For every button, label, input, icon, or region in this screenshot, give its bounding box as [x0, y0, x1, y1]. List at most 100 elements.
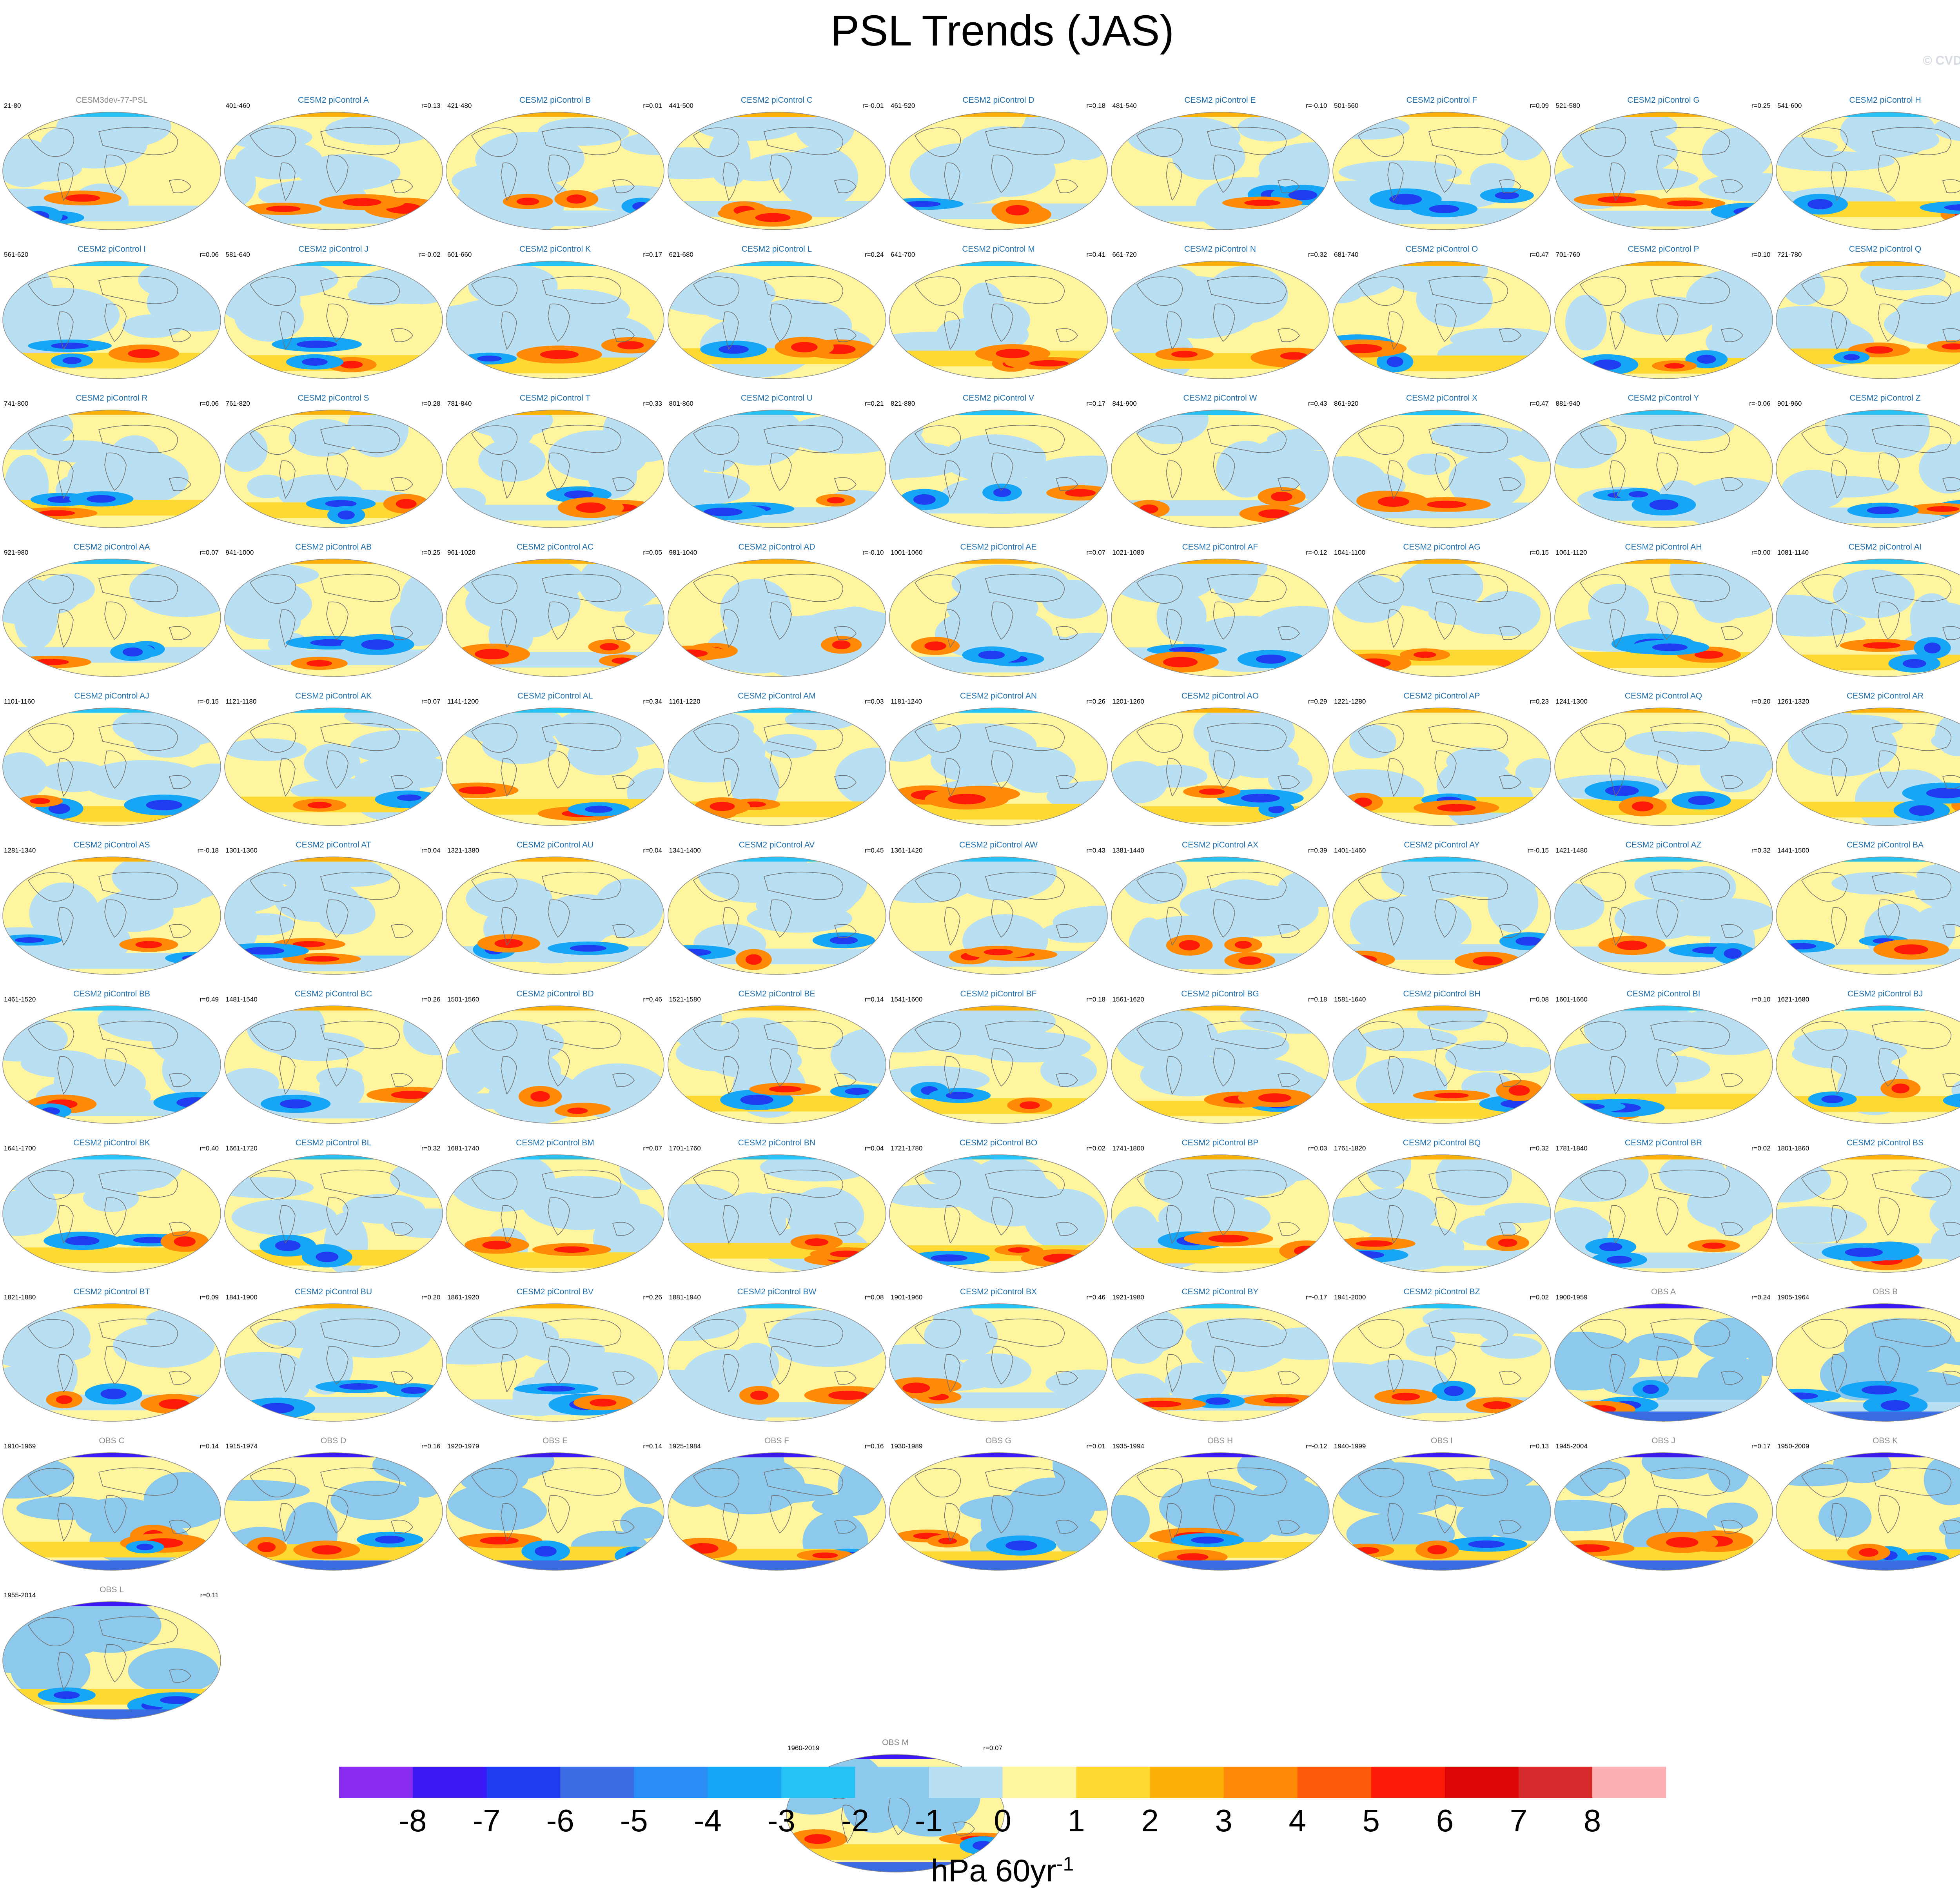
panel-correlation: r=-0.15: [1527, 847, 1549, 854]
colorbar-swatch: [781, 1767, 855, 1798]
panel-title: CESM2 piControl BN: [738, 1138, 816, 1147]
map-panel: OBS H 1935-1994 r=-0.12: [1109, 1434, 1331, 1583]
trend-map: [1111, 1303, 1330, 1422]
panel-period: 1641-1700: [4, 1145, 36, 1152]
trend-map: [1776, 1303, 1960, 1422]
panel-correlation: r=0.07: [643, 1145, 662, 1152]
panel-title: CESM2 piControl AC: [516, 542, 594, 552]
panel-correlation: r=-0.18: [197, 847, 219, 854]
colorbar-tick-label: 3: [1215, 1803, 1232, 1838]
map-panel: CESM2 piControl BY 1921-1980 r=-0.17: [1109, 1285, 1331, 1434]
panel-correlation: r=0.02: [1086, 1145, 1105, 1152]
map-panel: CESM2 piControl AX 1381-1440 r=0.39: [1109, 838, 1331, 987]
panel-title: OBS D: [320, 1436, 347, 1445]
panel-correlation: r=0.01: [643, 102, 662, 109]
colorbar-swatch: [486, 1767, 561, 1798]
panel-title: OBS F: [764, 1436, 789, 1445]
trend-map: [667, 261, 886, 379]
panel-period: 1241-1300: [1555, 698, 1588, 705]
trend-map: [1332, 410, 1551, 528]
panel-period: 461-520: [891, 102, 915, 109]
panel-title: CESM2 piControl AH: [1625, 542, 1702, 552]
panel-correlation: r=0.43: [1086, 847, 1105, 854]
map-panel: CESM2 piControl W 841-900 r=0.43: [1109, 391, 1331, 540]
panel-period: 1661-1720: [225, 1145, 258, 1152]
trend-map: [1554, 261, 1773, 379]
panel-period: 701-760: [1555, 251, 1580, 258]
panel-period: 1945-2004: [1555, 1442, 1588, 1450]
panel-period: 781-840: [447, 400, 472, 407]
colorbar-swatch: [1002, 1767, 1077, 1798]
panel-period: 1261-1320: [1777, 698, 1809, 705]
map-panel: CESM2 piControl AU 1321-1380 r=0.04: [444, 838, 666, 987]
panel-title: OBS B: [1872, 1287, 1898, 1296]
map-panel: OBS I 1940-1999 r=0.13: [1331, 1434, 1553, 1583]
panel-title: CESM2 piControl AZ: [1625, 840, 1702, 849]
panel-title: CESM2 piControl W: [1183, 394, 1257, 403]
panel-period: 1041-1100: [1334, 549, 1366, 556]
panel-period: 741-800: [4, 400, 29, 407]
panel-period: 561-620: [4, 251, 29, 258]
panel-correlation: r=0.23: [1530, 698, 1549, 705]
trend-map: [1111, 1452, 1330, 1571]
map-panel: CESM2 piControl AS 1281-1340 r=-0.18: [1, 838, 223, 987]
colorbar-swatch: [1518, 1767, 1593, 1798]
panel-correlation: r=0.18: [1086, 102, 1105, 109]
panel-title: CESM2 piControl U: [740, 394, 813, 403]
map-panel: CESM2 piControl N 661-720 r=0.32: [1109, 242, 1331, 391]
panel-period: 1301-1360: [225, 847, 258, 854]
panel-title: CESM2 piControl BZ: [1403, 1287, 1480, 1296]
panel-correlation: r=-0.12: [1306, 549, 1327, 556]
panel-title: CESM2 piControl BO: [959, 1138, 1038, 1147]
panel-correlation: r=0.45: [864, 847, 884, 854]
panel-period: 541-600: [1777, 102, 1802, 109]
trend-map: [224, 261, 443, 379]
trend-map: [446, 559, 664, 677]
map-panel: CESM2 piControl AC 961-1020 r=0.05: [444, 540, 666, 689]
trend-map: [1554, 410, 1773, 528]
panel-correlation: r=0.49: [200, 996, 219, 1003]
map-panel: CESM2 piControl AJ 1101-1160 r=-0.15: [1, 689, 223, 838]
panel-title: CESM2 piControl BC: [294, 989, 372, 998]
panel-title: CESM2 piControl AW: [959, 840, 1038, 849]
panel-correlation: r=0.21: [864, 400, 884, 407]
trend-map: [667, 559, 886, 677]
trend-map: [446, 1303, 664, 1422]
trend-map: [224, 112, 443, 230]
trend-map: [1111, 708, 1330, 826]
panel-title: CESM2 piControl BW: [737, 1287, 817, 1296]
trend-map: [446, 856, 664, 975]
map-panel: CESM2 piControl BR 1781-1840 r=0.02: [1553, 1136, 1775, 1285]
panel-period: 1950-2009: [1777, 1442, 1809, 1450]
panel-title: CESM2 piControl BU: [294, 1287, 372, 1296]
map-panel: CESM2 piControl E 481-540 r=-0.10: [1109, 93, 1331, 242]
colorbar-tick-label: -2: [841, 1803, 869, 1838]
panel-title: CESM2 piControl AM: [738, 691, 816, 700]
trend-map: [1776, 261, 1960, 379]
panel-correlation: r=0.18: [1086, 996, 1105, 1003]
panel-title: CESM2 piControl K: [519, 245, 591, 254]
map-panel: CESM2 piControl AV 1341-1400 r=0.45: [666, 838, 888, 987]
panel-period: 21-80: [4, 102, 21, 109]
panel-correlation: r=-0.12: [1306, 1442, 1327, 1450]
panel-title: CESM2 piControl D: [962, 96, 1034, 105]
colorbar-tick-label: -6: [546, 1803, 574, 1838]
colorbar-tick-label: 7: [1510, 1803, 1528, 1838]
trend-map: [1332, 1005, 1551, 1124]
panel-title: CESM2 piControl Z: [1849, 394, 1921, 403]
panel-period: 901-960: [1777, 400, 1802, 407]
panel-correlation: r=0.14: [200, 1442, 219, 1450]
panel-correlation: r=0.47: [1530, 400, 1549, 407]
panel-period: 1701-1760: [669, 1145, 701, 1152]
trend-map: [667, 410, 886, 528]
trend-map: [667, 856, 886, 975]
map-panel: CESM2 piControl BQ 1761-1820 r=0.32: [1331, 1136, 1553, 1285]
map-panel: CESM2 piControl I 561-620 r=0.06: [1, 242, 223, 391]
trend-map: [224, 559, 443, 677]
panel-correlation: r=0.07: [1086, 549, 1105, 556]
panel-period: 1101-1160: [4, 698, 35, 705]
